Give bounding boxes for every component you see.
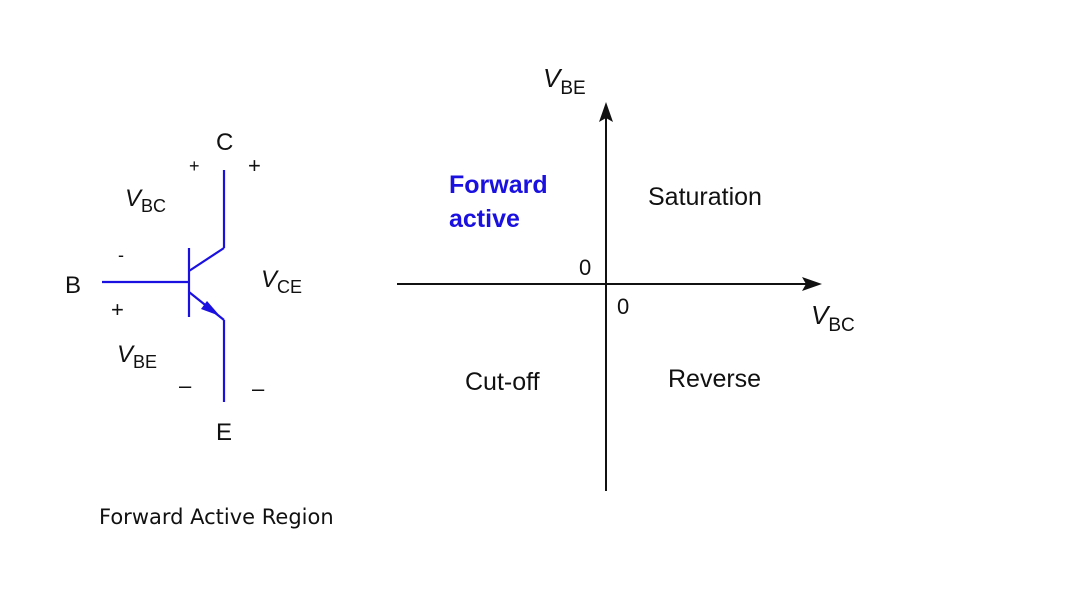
- x-zero-label: 0: [617, 294, 629, 319]
- caption: Forward Active Region: [99, 505, 334, 529]
- emitter-label: E: [216, 419, 232, 446]
- y-zero-label: 0: [579, 255, 591, 280]
- vbc-plus-sign: +: [189, 156, 200, 176]
- vbe-voltage-label: VBE: [117, 341, 157, 372]
- y-axis-arrow-icon: [599, 102, 613, 122]
- reverse-label: Reverse: [668, 365, 761, 393]
- vbe-minus-sign: –: [179, 373, 192, 398]
- vbc-voltage-label: VBC: [125, 185, 166, 216]
- vbe-plus-sign: +: [111, 297, 124, 322]
- base-label: B: [65, 272, 81, 299]
- x-axis-label: VBC: [811, 300, 855, 336]
- vbc-minus-sign: -: [118, 245, 124, 265]
- cutoff-label: Cut-off: [465, 368, 540, 396]
- y-axis-label: VBE: [543, 63, 586, 99]
- collector-label: C: [216, 129, 233, 156]
- collector-diagonal: [188, 247, 225, 272]
- emitter-arrow-icon: [201, 301, 220, 316]
- forward-active-label-line1: Forward: [449, 171, 548, 199]
- vce-minus-sign: –: [252, 376, 265, 401]
- vce-plus-sign: +: [248, 153, 261, 178]
- vce-voltage-label: VCE: [261, 266, 302, 297]
- forward-active-label-line2: active: [449, 205, 520, 233]
- region-axes: [397, 116, 808, 491]
- x-axis-arrow-icon: [802, 277, 822, 291]
- saturation-label: Saturation: [648, 183, 762, 211]
